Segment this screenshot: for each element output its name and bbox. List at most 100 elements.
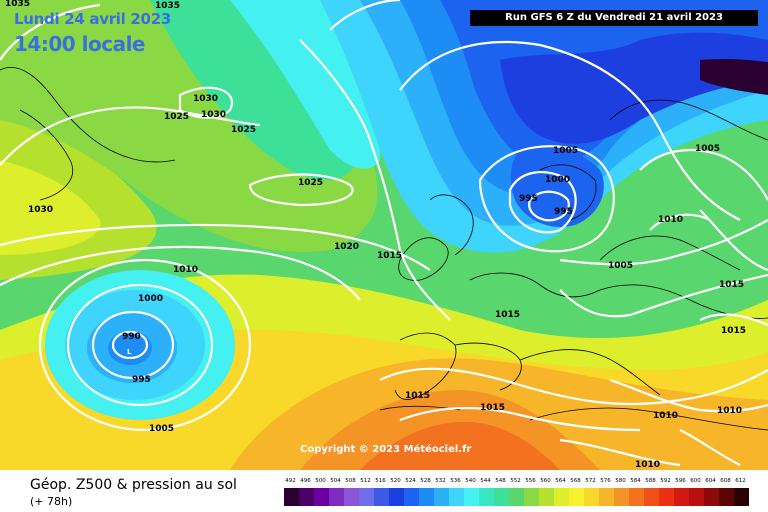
legend-swatch bbox=[314, 488, 329, 506]
map-canvas: 1035 1035 1030 1025 1030 1030 1025 1025 … bbox=[0, 0, 768, 470]
legend-label: 500 bbox=[315, 478, 326, 484]
legend-swatch bbox=[524, 488, 539, 506]
legend-label: 608 bbox=[720, 478, 731, 484]
legend-label: 556 bbox=[525, 478, 536, 484]
legend-label: 512 bbox=[360, 478, 371, 484]
legend-label: 604 bbox=[705, 478, 716, 484]
legend-label: 568 bbox=[570, 478, 581, 484]
legend-swatch bbox=[554, 488, 569, 506]
copyright-text: Copyright © 2023 Météociel.fr bbox=[300, 444, 472, 455]
legend-swatch bbox=[329, 488, 344, 506]
legend-label: 560 bbox=[540, 478, 551, 484]
legend-label: 516 bbox=[375, 478, 386, 484]
legend-swatch bbox=[644, 488, 659, 506]
legend-label: 496 bbox=[300, 478, 311, 484]
pressure-label: 1010 bbox=[717, 406, 742, 416]
legend-swatch bbox=[689, 488, 704, 506]
legend-label: 528 bbox=[420, 478, 431, 484]
model-run-label: Run GFS 6 Z du Vendredi 21 avril 2023 bbox=[470, 10, 758, 26]
pressure-label: 1025 bbox=[164, 112, 189, 122]
legend-label: 544 bbox=[480, 478, 491, 484]
legend-labels: 492 496 500 504 508 512 516 520 524 528 532 536 540 5… bbox=[284, 478, 752, 486]
pressure-label: 1010 bbox=[653, 411, 678, 421]
legend-label: 592 bbox=[660, 478, 671, 484]
legend-swatch bbox=[719, 488, 734, 506]
pressure-label: 1015 bbox=[377, 251, 402, 261]
isobars bbox=[0, 0, 768, 467]
legend-label: 504 bbox=[330, 478, 341, 484]
forecast-date: Lundi 24 avril 2023 bbox=[14, 10, 171, 28]
pressure-label: 1030 bbox=[28, 205, 53, 215]
legend-swatch bbox=[539, 488, 554, 506]
legend-swatch bbox=[359, 488, 374, 506]
legend-swatch bbox=[584, 488, 599, 506]
legend-swatch bbox=[344, 488, 359, 506]
legend-label: 548 bbox=[495, 478, 506, 484]
legend-label: 600 bbox=[690, 478, 701, 484]
pressure-label: 990 bbox=[122, 332, 141, 342]
pressure-label: 995 bbox=[519, 194, 538, 204]
legend-swatch bbox=[614, 488, 629, 506]
legend-swatch bbox=[509, 488, 524, 506]
legend-swatch bbox=[299, 488, 314, 506]
legend-label: 520 bbox=[390, 478, 401, 484]
legend-label: 552 bbox=[510, 478, 521, 484]
pressure-label: 1000 bbox=[545, 175, 570, 185]
legend-swatch bbox=[659, 488, 674, 506]
pressure-label: 1025 bbox=[231, 125, 256, 135]
pressure-label: 1010 bbox=[173, 265, 198, 275]
legend-label: 596 bbox=[675, 478, 686, 484]
legend-swatch bbox=[479, 488, 494, 506]
color-legend bbox=[284, 488, 752, 506]
legend-label: 576 bbox=[600, 478, 611, 484]
pressure-label: 1005 bbox=[149, 424, 174, 434]
low-pressure-marker: L bbox=[127, 348, 132, 356]
pressure-label: 1035 bbox=[5, 0, 30, 9]
pressure-label: 1000 bbox=[138, 294, 163, 304]
legend-swatch bbox=[734, 488, 749, 506]
legend-swatch bbox=[674, 488, 689, 506]
map-title: Géop. Z500 & pression au sol bbox=[30, 477, 237, 493]
pressure-label: 1030 bbox=[193, 94, 218, 104]
pressure-label: 1030 bbox=[201, 110, 226, 120]
legend-label: 612 bbox=[735, 478, 746, 484]
legend-label: 536 bbox=[450, 478, 461, 484]
pressure-label: 1005 bbox=[553, 146, 578, 156]
legend-label: 580 bbox=[615, 478, 626, 484]
forecast-time: 14:00 locale bbox=[14, 32, 146, 56]
pressure-label: 1020 bbox=[334, 242, 359, 252]
legend-swatch bbox=[599, 488, 614, 506]
legend-label: 588 bbox=[645, 478, 656, 484]
legend-swatch bbox=[494, 488, 509, 506]
legend-swatch bbox=[464, 488, 479, 506]
legend-swatch bbox=[419, 488, 434, 506]
pressure-label: 995 bbox=[132, 375, 151, 385]
legend-label: 572 bbox=[585, 478, 596, 484]
legend-swatch bbox=[569, 488, 584, 506]
legend-label: 540 bbox=[465, 478, 476, 484]
legend-label: 584 bbox=[630, 478, 641, 484]
pressure-label: 1010 bbox=[635, 460, 660, 470]
pressure-label: 1015 bbox=[495, 310, 520, 320]
legend-label: 524 bbox=[405, 478, 416, 484]
legend-swatch bbox=[704, 488, 719, 506]
forecast-offset: (+ 78h) bbox=[30, 495, 73, 508]
legend-swatch bbox=[374, 488, 389, 506]
pressure-label: 1015 bbox=[480, 403, 505, 413]
legend-label: 564 bbox=[555, 478, 566, 484]
legend-label: 532 bbox=[435, 478, 446, 484]
pressure-label: 1025 bbox=[298, 178, 323, 188]
legend-label: 508 bbox=[345, 478, 356, 484]
coastlines bbox=[0, 67, 768, 431]
legend-swatch bbox=[404, 488, 419, 506]
pressure-labels: 1035 1035 1030 1025 1030 1030 1025 1025 … bbox=[5, 0, 746, 470]
map-footer: Géop. Z500 & pression au sol (+ 78h) 492… bbox=[0, 470, 768, 512]
pressure-label: 1015 bbox=[719, 280, 744, 290]
pressure-label: 1015 bbox=[405, 391, 430, 401]
legend-swatch bbox=[284, 488, 299, 506]
pressure-label: 1005 bbox=[695, 144, 720, 154]
pressure-label: 1005 bbox=[608, 261, 633, 271]
legend-swatch bbox=[449, 488, 464, 506]
pressure-label: 1035 bbox=[155, 1, 180, 11]
legend-swatch bbox=[389, 488, 404, 506]
